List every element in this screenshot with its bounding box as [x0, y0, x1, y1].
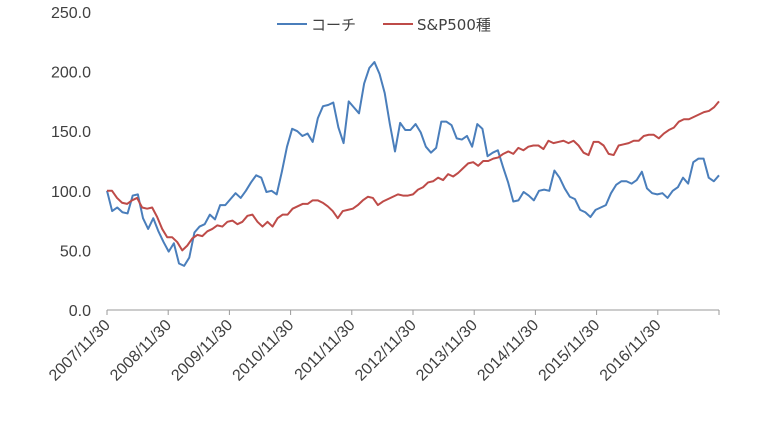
x-tick-label: 2011/11/30: [292, 317, 359, 384]
y-tick-label: 250.0: [51, 5, 91, 22]
series-lines: [106, 61, 720, 267]
x-tick-label: 2013/11/30: [413, 317, 481, 385]
legend-label-sp500: S&P500種: [417, 16, 491, 34]
x-tick-label: 2010/11/30: [230, 317, 298, 385]
y-tick-label: 150.0: [51, 124, 91, 141]
y-tick-label: 0.0: [69, 303, 91, 320]
x-tick-label: 2012/11/30: [352, 317, 420, 385]
x-axis: 2007/11/302008/11/302009/11/302010/11/30…: [46, 309, 720, 385]
series-line-coach: [106, 61, 720, 267]
y-tick-label: 50.0: [60, 243, 91, 260]
x-tick-label: 2007/11/30: [46, 317, 114, 385]
y-tick-label: 200.0: [51, 65, 91, 82]
x-tick-label: 2014/11/30: [474, 317, 542, 385]
x-tick-label: 2016/11/30: [597, 317, 665, 385]
x-tick-label: 2009/11/30: [168, 317, 236, 385]
x-tick-label: 2008/11/30: [107, 317, 175, 385]
legend-label-coach: コーチ: [311, 16, 356, 34]
y-axis-ticks: 0.0 50.0 100.0 150.0 200.0 250.0: [51, 5, 91, 320]
y-tick-label: 100.0: [51, 184, 91, 201]
x-tick-label: 2015/11/30: [536, 317, 604, 385]
chart-legend: コーチ S&P500種: [277, 16, 491, 34]
series-line-sp500: [107, 100, 720, 252]
